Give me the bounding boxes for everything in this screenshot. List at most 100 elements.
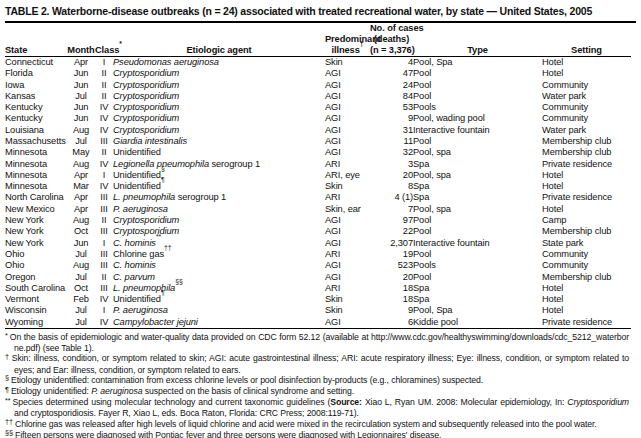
cell-type: Spa <box>413 159 542 170</box>
cell-cases: 97 <box>370 215 413 226</box>
cell-state: Florida <box>5 68 67 79</box>
cell-class: III <box>95 136 113 147</box>
cell-month: Aug <box>67 125 95 136</box>
table-row: MassachusettsJulIIIGiardia intestinalisA… <box>5 136 631 147</box>
cell-illness: ARI <box>325 159 370 170</box>
table-row: VermontFebIVUnidentified¶Skin18SpaHotel <box>5 294 631 305</box>
cell-type: Pool, Spa <box>413 56 542 68</box>
cell-state: Iowa <box>5 80 67 91</box>
cell-month: Apr <box>67 56 95 68</box>
cell-type: Pool, wading pool <box>413 113 542 124</box>
cell-illness: AGI <box>325 317 370 329</box>
header-state: State <box>5 23 67 56</box>
footnote-marker: * <box>5 331 10 340</box>
table-row: New YorkJunIC. hominis**AGI2,307Interact… <box>5 238 631 249</box>
cell-agent: Unidentified <box>113 147 325 158</box>
cell-month: Aug <box>67 260 95 271</box>
cell-month: Jun <box>67 68 95 79</box>
cell-type: Kiddie pool <box>413 317 542 329</box>
cell-illness: AGI <box>325 102 370 113</box>
table-row: KentuckyJunIVCryptosporidiumAGI9Pool, wa… <box>5 113 631 124</box>
cell-agent: L. pneumophila serogroup 1 <box>113 192 325 203</box>
cell-class: IV <box>95 317 113 329</box>
cell-setting: Community <box>542 249 631 260</box>
table-row: KansasJulIICryptosporidiumAGI84PoolWater… <box>5 91 631 102</box>
footnote-text: (see Table 1). <box>40 343 93 353</box>
cell-type: Pool <box>413 215 542 226</box>
table-row: MinnesotaAugIVLegionella pneumophila ser… <box>5 159 631 170</box>
table-row: LouisianaAugIVCryptosporidiumAGI31Intera… <box>5 125 631 136</box>
cell-state: Ohio <box>5 260 67 271</box>
footnote: **Species determined using molecular tec… <box>5 397 629 418</box>
cell-type: Pools <box>413 102 542 113</box>
cell-setting: Hotel <box>542 204 631 215</box>
footnote-marker: ¶ <box>5 385 11 394</box>
table-row: WyomingJulIVCampylobacter jejuniAGI6Kidd… <box>5 317 631 329</box>
table-row: North CarolinaAprIIIL. pneumophila serog… <box>5 192 631 203</box>
cell-month: Jul <box>67 136 95 147</box>
table-row: New MexicoAprIIIP. aeruginosaSkin, ear7P… <box>5 204 631 215</box>
cell-class: I <box>95 56 113 68</box>
cell-setting: Community <box>542 80 631 91</box>
cell-state: Kansas <box>5 91 67 102</box>
cell-class: II <box>95 80 113 91</box>
cell-month: Oct <box>67 226 95 237</box>
footnote: §§Fifteen persons were diagnosed with Po… <box>5 430 629 438</box>
cell-illness: Skin, ear <box>325 204 370 215</box>
cell-cases: 6 <box>370 317 413 329</box>
table-title: TABLE 2. Waterborne-disease outbreaks (n… <box>5 3 636 23</box>
header-cases-line1: No. of cases <box>370 23 413 34</box>
cell-agent: Legionella pneumophila serogroup 1 <box>113 159 325 170</box>
cell-state: Minnesota <box>5 170 67 181</box>
cell-agent: C. parvum <box>113 272 325 283</box>
cell-agent: Cryptosporidium <box>113 91 325 102</box>
cell-class: II <box>95 91 113 102</box>
cell-type: Pool <box>413 226 542 237</box>
cell-class: IV <box>95 159 113 170</box>
cell-cases: 11 <box>370 136 413 147</box>
cell-illness: ARI <box>325 283 370 294</box>
cell-agent: Cryptosporidium <box>113 215 325 226</box>
table-row: KentuckyJunIVCryptosporidiumAGI53PoolsCo… <box>5 102 631 113</box>
table-row: MinnesotaAprIUnidentified§ARI, eye20Pool… <box>5 170 631 181</box>
cell-type: Spa <box>413 283 542 294</box>
cell-state: Louisiana <box>5 125 67 136</box>
table-row: ConnecticutAprIPseudomonas aeruginosaSki… <box>5 56 631 68</box>
footnote: ††Chlorine gas was released after high l… <box>5 419 629 430</box>
cell-month: Jul <box>67 317 95 329</box>
outbreaks-table: State Month Class* Etiologic agent Predo… <box>5 23 631 329</box>
cell-cases: 9 <box>370 113 413 124</box>
cell-type: Spa <box>413 192 542 203</box>
cell-cases: 53 <box>370 102 413 113</box>
header-etiologic-agent: Etiologic agent <box>113 23 325 56</box>
cell-month: Apr <box>67 170 95 181</box>
cell-cases: 523 <box>370 260 413 271</box>
cell-setting: Community <box>542 102 631 113</box>
cell-setting: Membership club <box>542 226 631 237</box>
cell-class: II <box>95 215 113 226</box>
cell-state: Wisconsin <box>5 305 67 316</box>
cell-class: IV <box>95 102 113 113</box>
cell-agent: Cryptosporidium <box>113 226 325 237</box>
cell-type: Pool <box>413 136 542 147</box>
footnote-text: P. aeruginosa <box>91 386 142 396</box>
cell-cases: 22 <box>370 226 413 237</box>
cell-state: Wyoming <box>5 317 67 329</box>
cell-agent: L. pneumophila§§ <box>113 283 325 294</box>
table-row: OhioAugIIIC. hominisAGI523PoolsCommunity <box>5 260 631 271</box>
cell-class: III <box>95 192 113 203</box>
cell-class: II <box>95 272 113 283</box>
cell-agent: Chlorine gas†† <box>113 249 325 260</box>
footnote: ¶Etiology unidentified: P. aeruginosa su… <box>5 386 629 397</box>
footnote-text: Etiology unidentified: <box>11 386 91 396</box>
footnote-text: Cryptosporidium <box>567 397 629 407</box>
cell-month: Jul <box>67 305 95 316</box>
table-row: FloridaJunIICryptosporidiumAGI47PoolHote… <box>5 68 631 79</box>
footnote-text: Fifteen persons were diagnosed with Pont… <box>15 430 441 438</box>
cell-state: New Mexico <box>5 204 67 215</box>
cell-cases: 20 <box>370 272 413 283</box>
cell-illness: AGI <box>325 260 370 271</box>
cell-class: IV <box>95 294 113 305</box>
header-no-of-cases: No. of cases (deaths) (n = 3,376) <box>370 23 413 56</box>
cell-setting: Camp <box>542 215 631 226</box>
